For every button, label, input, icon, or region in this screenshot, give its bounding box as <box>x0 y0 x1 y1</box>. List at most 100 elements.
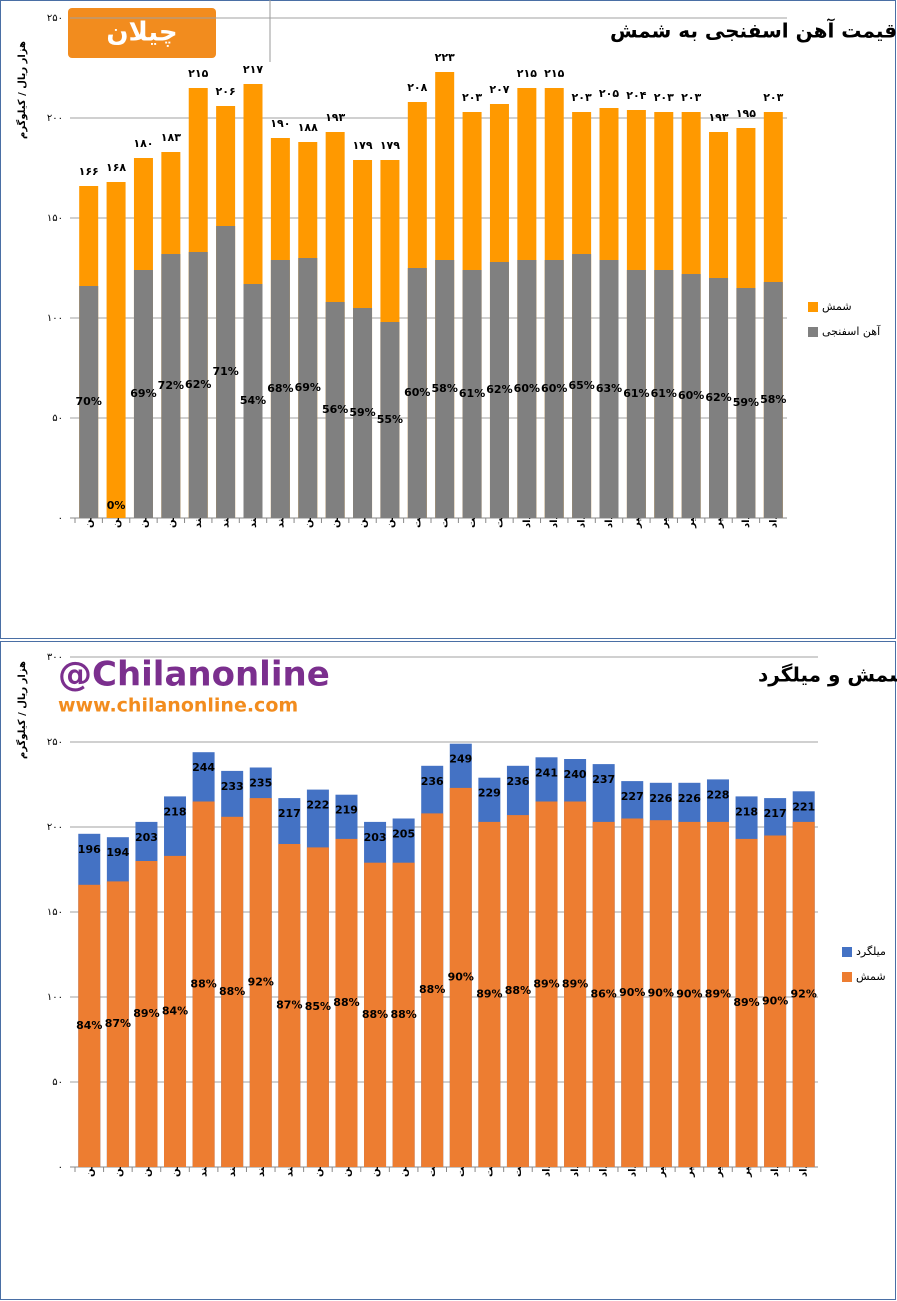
ratio-label: 61% <box>459 387 485 400</box>
value-label: ۲۰۷ <box>489 83 509 96</box>
bar <box>544 260 564 518</box>
bar <box>106 182 126 518</box>
ratio-label: 65% <box>568 379 594 392</box>
bar <box>353 308 373 518</box>
value-label: 244 <box>192 761 215 774</box>
y-tick-label: ۱۰۰ <box>47 313 63 324</box>
ratio-label: 90% <box>676 987 702 1000</box>
value-label: ۲۰۴ <box>626 89 646 102</box>
value-label: 196 <box>78 843 101 856</box>
bar <box>735 838 758 1167</box>
value-label: 233 <box>221 780 244 793</box>
ratio-label: 88% <box>190 977 216 990</box>
value-label: ۲۲۳ <box>435 51 455 64</box>
ratio-label: 84% <box>162 1004 188 1017</box>
value-label: ۲۰۳ <box>654 91 674 104</box>
value-label: ۲۰۳ <box>572 91 592 104</box>
bar <box>535 801 558 1167</box>
value-label: ۱۸۳ <box>161 131 181 144</box>
ratio-label: 61% <box>623 387 649 400</box>
value-label: 226 <box>649 792 672 805</box>
ratio-label: 61% <box>651 387 677 400</box>
legend-label: شمش <box>822 300 852 313</box>
legend-swatch <box>808 327 818 337</box>
value-label: ۱۹۳ <box>325 111 345 124</box>
ratio-label: 55% <box>377 413 403 426</box>
value-label: 222 <box>306 799 329 812</box>
bar <box>517 260 537 518</box>
watermark-handle: @Chilanonline <box>58 655 330 695</box>
y-tick-label: ۲۵۰ <box>47 13 63 24</box>
y-tick-label: ۳۰۰ <box>47 652 63 663</box>
bar <box>478 821 501 1167</box>
bar <box>335 838 358 1167</box>
ratio-label: 60% <box>541 382 567 395</box>
bar <box>380 322 400 518</box>
value-label: ۱۷۹ <box>380 139 400 152</box>
ratio-label: 88% <box>419 983 445 996</box>
value-label: ۱۶۶ <box>79 165 99 178</box>
value-label: ۲۰۳ <box>462 91 482 104</box>
bar <box>421 813 444 1167</box>
ratio-label: 63% <box>596 382 622 395</box>
bar <box>435 260 455 518</box>
bar <box>135 861 158 1167</box>
legend-swatch <box>808 302 818 312</box>
ratio-label: 92% <box>248 976 274 989</box>
ratio-label: 89% <box>705 987 731 1000</box>
bar <box>364 862 387 1167</box>
bar <box>564 801 587 1167</box>
logo: چیلان <box>106 18 177 48</box>
value-label: ۲۱۷ <box>243 63 263 76</box>
legend-swatch <box>842 947 852 957</box>
value-label: 221 <box>792 800 815 813</box>
ratio-label: 89% <box>533 977 559 990</box>
bar <box>270 260 290 518</box>
bar <box>392 862 415 1167</box>
value-label: 241 <box>535 766 558 779</box>
y-axis-label: هزار ریال / کیلوگرم <box>15 41 28 139</box>
ratio-label: 68% <box>267 382 293 395</box>
bar <box>599 260 619 518</box>
value-label: 228 <box>706 788 729 801</box>
bar <box>489 262 509 518</box>
ratio-label: 62% <box>705 391 731 404</box>
value-label: ۲۰۶ <box>216 85 236 98</box>
bar <box>709 278 729 518</box>
bar <box>106 881 129 1167</box>
ratio-label: 58% <box>432 382 458 395</box>
ratio-label: 88% <box>333 996 359 1009</box>
ratio-label: 62% <box>486 383 512 396</box>
value-label: ۲۰۵ <box>599 87 619 100</box>
bar <box>681 274 701 518</box>
bar <box>192 801 215 1167</box>
bar <box>249 798 272 1167</box>
y-tick-label: ۲۰۰ <box>47 113 63 124</box>
ratio-label: 90% <box>448 970 474 983</box>
legend-label: میلگرد <box>856 945 886 958</box>
bar <box>592 821 615 1167</box>
bar <box>763 282 783 518</box>
value-label: ۲۰۳ <box>763 91 783 104</box>
value-label: ۱۶۸ <box>106 161 126 174</box>
y-tick-label: ۱۵۰ <box>47 907 63 918</box>
ratio-label: 60% <box>404 386 430 399</box>
bar <box>792 821 815 1167</box>
value-label: 249 <box>449 753 472 766</box>
value-label: 240 <box>564 768 587 781</box>
ratio-label: 60% <box>678 389 704 402</box>
value-label: 237 <box>592 773 615 786</box>
bar <box>654 270 674 518</box>
bar <box>736 288 756 518</box>
value-label: 203 <box>364 831 387 844</box>
y-tick-label: ۲۰۰ <box>47 822 63 833</box>
bar <box>78 884 101 1167</box>
bar <box>298 258 318 518</box>
bar <box>188 252 208 518</box>
value-label: 203 <box>135 831 158 844</box>
ratio-label: 88% <box>505 984 531 997</box>
y-tick-label: ۰ <box>58 1162 63 1173</box>
value-label: 194 <box>106 846 129 859</box>
bar <box>572 254 592 518</box>
bar <box>649 820 672 1167</box>
